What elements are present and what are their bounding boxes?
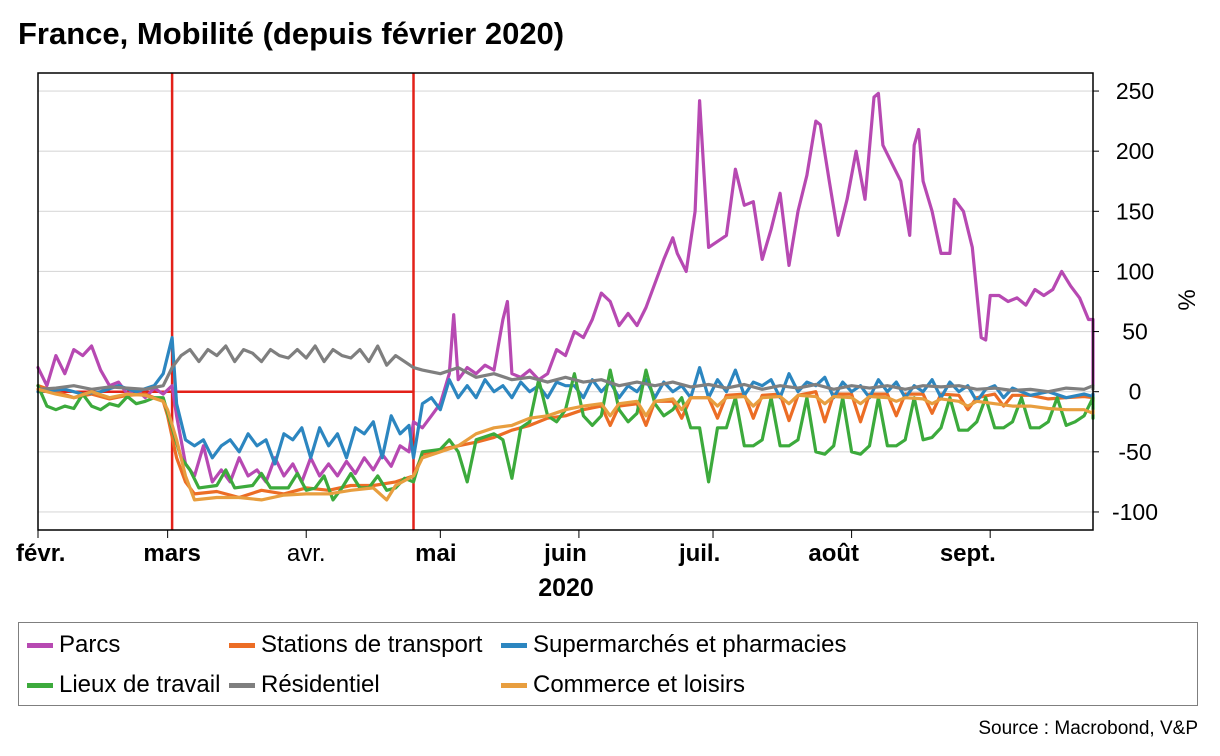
x-tick-label: juin — [543, 540, 587, 567]
legend-item: Commerce et loisirs — [501, 671, 745, 699]
plot-frame — [37, 72, 1094, 531]
legend-label: Supermarchés et pharmacies — [533, 631, 847, 658]
series-lines — [36, 91, 1095, 502]
legend-swatch — [501, 682, 527, 688]
y-tick-label: 50 — [1122, 319, 1148, 345]
legend-swatch — [229, 682, 255, 688]
legend-item: Lieux de travail — [27, 671, 220, 699]
x-axis-ticks — [37, 530, 991, 538]
legend-swatch — [501, 642, 527, 648]
y-tick-label: -100 — [1112, 499, 1158, 525]
y-tick-label: 100 — [1116, 258, 1154, 284]
y-axis-labels: 250 200 150 100 50 0 -50 -100 — [1093, 78, 1158, 525]
series-line — [36, 387, 1095, 502]
x-tick-label: mai — [415, 540, 456, 567]
series-line — [36, 344, 1095, 394]
x-axis-labels: févr. mars avr. mai juin juil. août sept. — [16, 540, 996, 567]
legend-item: Résidentiel — [229, 671, 380, 699]
legend: Parcs Stations de transport Supermarchés e… — [18, 622, 1198, 706]
source-note: Source : Macrobond, V&P — [978, 718, 1198, 739]
y-axis-title: % — [1174, 289, 1201, 310]
x-tick-label: avr. — [287, 540, 326, 567]
y-tick-label: 250 — [1116, 78, 1154, 104]
legend-item: Stations de transport — [229, 631, 482, 659]
x-tick-label: juil. — [678, 540, 720, 567]
series-line — [36, 91, 1095, 484]
x-tick-label: août — [808, 540, 859, 567]
y-tick-label: 150 — [1116, 198, 1154, 224]
y-tick-label: -50 — [1118, 439, 1151, 465]
chart-title: France, Mobilité (depuis février 2020) — [18, 16, 565, 51]
legend-swatch — [27, 682, 53, 688]
x-axis-title: 2020 — [538, 574, 594, 602]
series-line — [36, 368, 1095, 502]
legend-item: Supermarchés et pharmacies — [501, 631, 846, 659]
chart: 250 200 150 100 50 0 -50 -100 févr. mars avr. mai j… — [16, 72, 1201, 602]
legend-label: Stations de transport — [261, 631, 483, 658]
y-tick-label: 0 — [1129, 379, 1142, 405]
legend-swatch — [27, 642, 53, 648]
x-tick-label: févr. — [16, 540, 65, 567]
legend-label: Parcs — [59, 631, 121, 658]
legend-label: Commerce et loisirs — [533, 671, 746, 698]
x-tick-label: mars — [143, 540, 200, 567]
reference-lines — [38, 73, 415, 530]
series-line — [36, 336, 1095, 466]
legend-item: Parcs — [27, 631, 120, 659]
legend-label: Résidentiel — [261, 671, 380, 698]
legend-swatch — [229, 642, 255, 648]
grid-lines — [38, 90, 1093, 513]
legend-label: Lieux de travail — [59, 671, 221, 698]
x-tick-label: sept. — [940, 540, 996, 567]
y-tick-label: 200 — [1116, 138, 1154, 164]
